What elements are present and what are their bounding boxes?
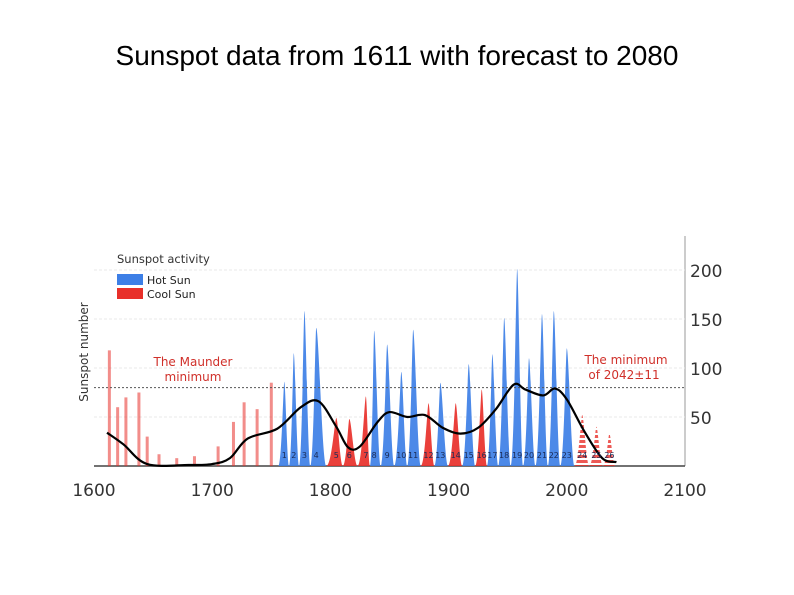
maunder-spike <box>192 456 196 466</box>
cycle-label-1: 1 <box>282 451 287 460</box>
cycle-peak-6 <box>342 418 358 466</box>
maunder-spike <box>175 458 179 466</box>
maunder-annotation-line1: The Maunder <box>153 355 233 369</box>
cycle-peak-26 <box>602 433 616 466</box>
cycle-peak-21 <box>535 314 548 466</box>
maunder-spike <box>124 397 128 466</box>
forecast-min-annotation-line2: of 2042±11 <box>588 368 659 382</box>
cycle-label-17: 17 <box>487 451 497 460</box>
forecast-min-annotation-line1: The minimum <box>583 353 667 367</box>
maunder-spike <box>242 402 246 466</box>
y-tick-50: 50 <box>690 409 712 429</box>
cycle-peak-7 <box>357 396 370 466</box>
cycle-peak-14 <box>448 403 463 466</box>
x-tick-1600: 1600 <box>72 481 115 501</box>
maunder-spike <box>137 392 141 466</box>
cycle-label-5: 5 <box>334 451 339 460</box>
annotations: The Maunder minimum The minimum of 2042±… <box>153 353 668 384</box>
legend-hot-label: Hot Sun <box>147 274 191 287</box>
maunder-spike <box>255 409 259 466</box>
cycle-label-9: 9 <box>385 451 390 460</box>
maunder-annotation-line2: minimum <box>165 370 222 384</box>
cycle-label-3: 3 <box>302 451 307 460</box>
cycle-peak-19 <box>510 269 524 466</box>
cycle-peak-20 <box>523 358 536 466</box>
y-axis-ticks: 50 100 150 200 <box>690 262 722 429</box>
maunder-spike <box>116 407 120 466</box>
cycle-label-14: 14 <box>451 451 461 460</box>
cycle-label-6: 6 <box>347 451 352 460</box>
cycle-peak-2 <box>289 353 300 466</box>
y-axis-label: Sunspot number <box>77 302 91 401</box>
x-axis-ticks: 1600 1700 1800 1900 2000 2100 <box>72 481 706 501</box>
maunder-spike <box>107 350 111 466</box>
cycle-label-11: 11 <box>408 451 418 460</box>
cycle-peak-5 <box>326 417 343 466</box>
cycle-label-26: 26 <box>604 451 614 460</box>
legend: Hot Sun Cool Sun <box>117 274 196 301</box>
cycle-peak-12 <box>420 403 435 466</box>
cycle-numbers: 1 2 3 4 5 6 7 8 9 10 11 12 13 14 15 16 17 18 19 20 21 22 23 24 2… <box>282 451 615 460</box>
cycle-label-25: 25 <box>591 451 601 460</box>
cycle-peak-10 <box>394 371 408 466</box>
cycle-label-8: 8 <box>372 451 377 460</box>
x-tick-2100: 2100 <box>663 481 706 501</box>
cycle-peak-13 <box>434 382 449 466</box>
cycle-label-16: 16 <box>477 451 487 460</box>
slide-title: Sunspot data from 1611 with forecast to … <box>115 40 679 71</box>
cycle-label-10: 10 <box>396 451 406 460</box>
legend-cool-swatch <box>117 288 143 299</box>
cycle-peak-4 <box>310 327 327 466</box>
inner-chart-label: Sunspot activity <box>117 252 210 266</box>
maunder-spike <box>269 382 273 466</box>
cycle-label-19: 19 <box>512 451 522 460</box>
maunder-spike <box>216 446 220 466</box>
cycle-peak-16 <box>475 389 488 466</box>
trend-curve <box>106 382 617 467</box>
cycle-peak-15 <box>462 364 476 466</box>
cycle-peak-9 <box>380 344 395 466</box>
cycle-label-7: 7 <box>363 451 368 460</box>
cycle-peak-3 <box>299 311 311 466</box>
cycle-label-2: 2 <box>291 451 296 460</box>
cycle-label-15: 15 <box>464 451 474 460</box>
x-tick-1700: 1700 <box>191 481 234 501</box>
cycle-peak-8 <box>369 330 381 466</box>
cycle-label-4: 4 <box>314 451 319 460</box>
y-tick-150: 150 <box>690 311 722 331</box>
y-tick-100: 100 <box>690 360 722 380</box>
legend-cool-label: Cool Sun <box>147 288 196 301</box>
x-tick-1900: 1900 <box>427 481 470 501</box>
maunder-spike <box>145 436 149 466</box>
y-tick-200: 200 <box>690 262 722 282</box>
cycle-label-21: 21 <box>537 451 547 460</box>
cycle-label-18: 18 <box>499 451 509 460</box>
cycle-peak-17 <box>487 354 499 466</box>
cycle-peak-24 <box>574 415 590 466</box>
cycle-label-12: 12 <box>423 451 433 460</box>
x-tick-1800: 1800 <box>309 481 352 501</box>
cycle-label-24: 24 <box>577 451 587 460</box>
maunder-spikes <box>107 350 273 466</box>
cycle-label-20: 20 <box>524 451 534 460</box>
cycle-peak-23 <box>560 348 575 466</box>
maunder-spike <box>157 454 161 466</box>
cycle-label-13: 13 <box>435 451 445 460</box>
cycle-peak-11 <box>407 329 421 466</box>
cycle-label-22: 22 <box>549 451 559 460</box>
x-tick-2000: 2000 <box>545 481 588 501</box>
maunder-spike <box>231 421 235 466</box>
cycle-label-23: 23 <box>562 451 572 460</box>
legend-hot-swatch <box>117 274 143 285</box>
cycle-peak-18 <box>498 318 511 466</box>
